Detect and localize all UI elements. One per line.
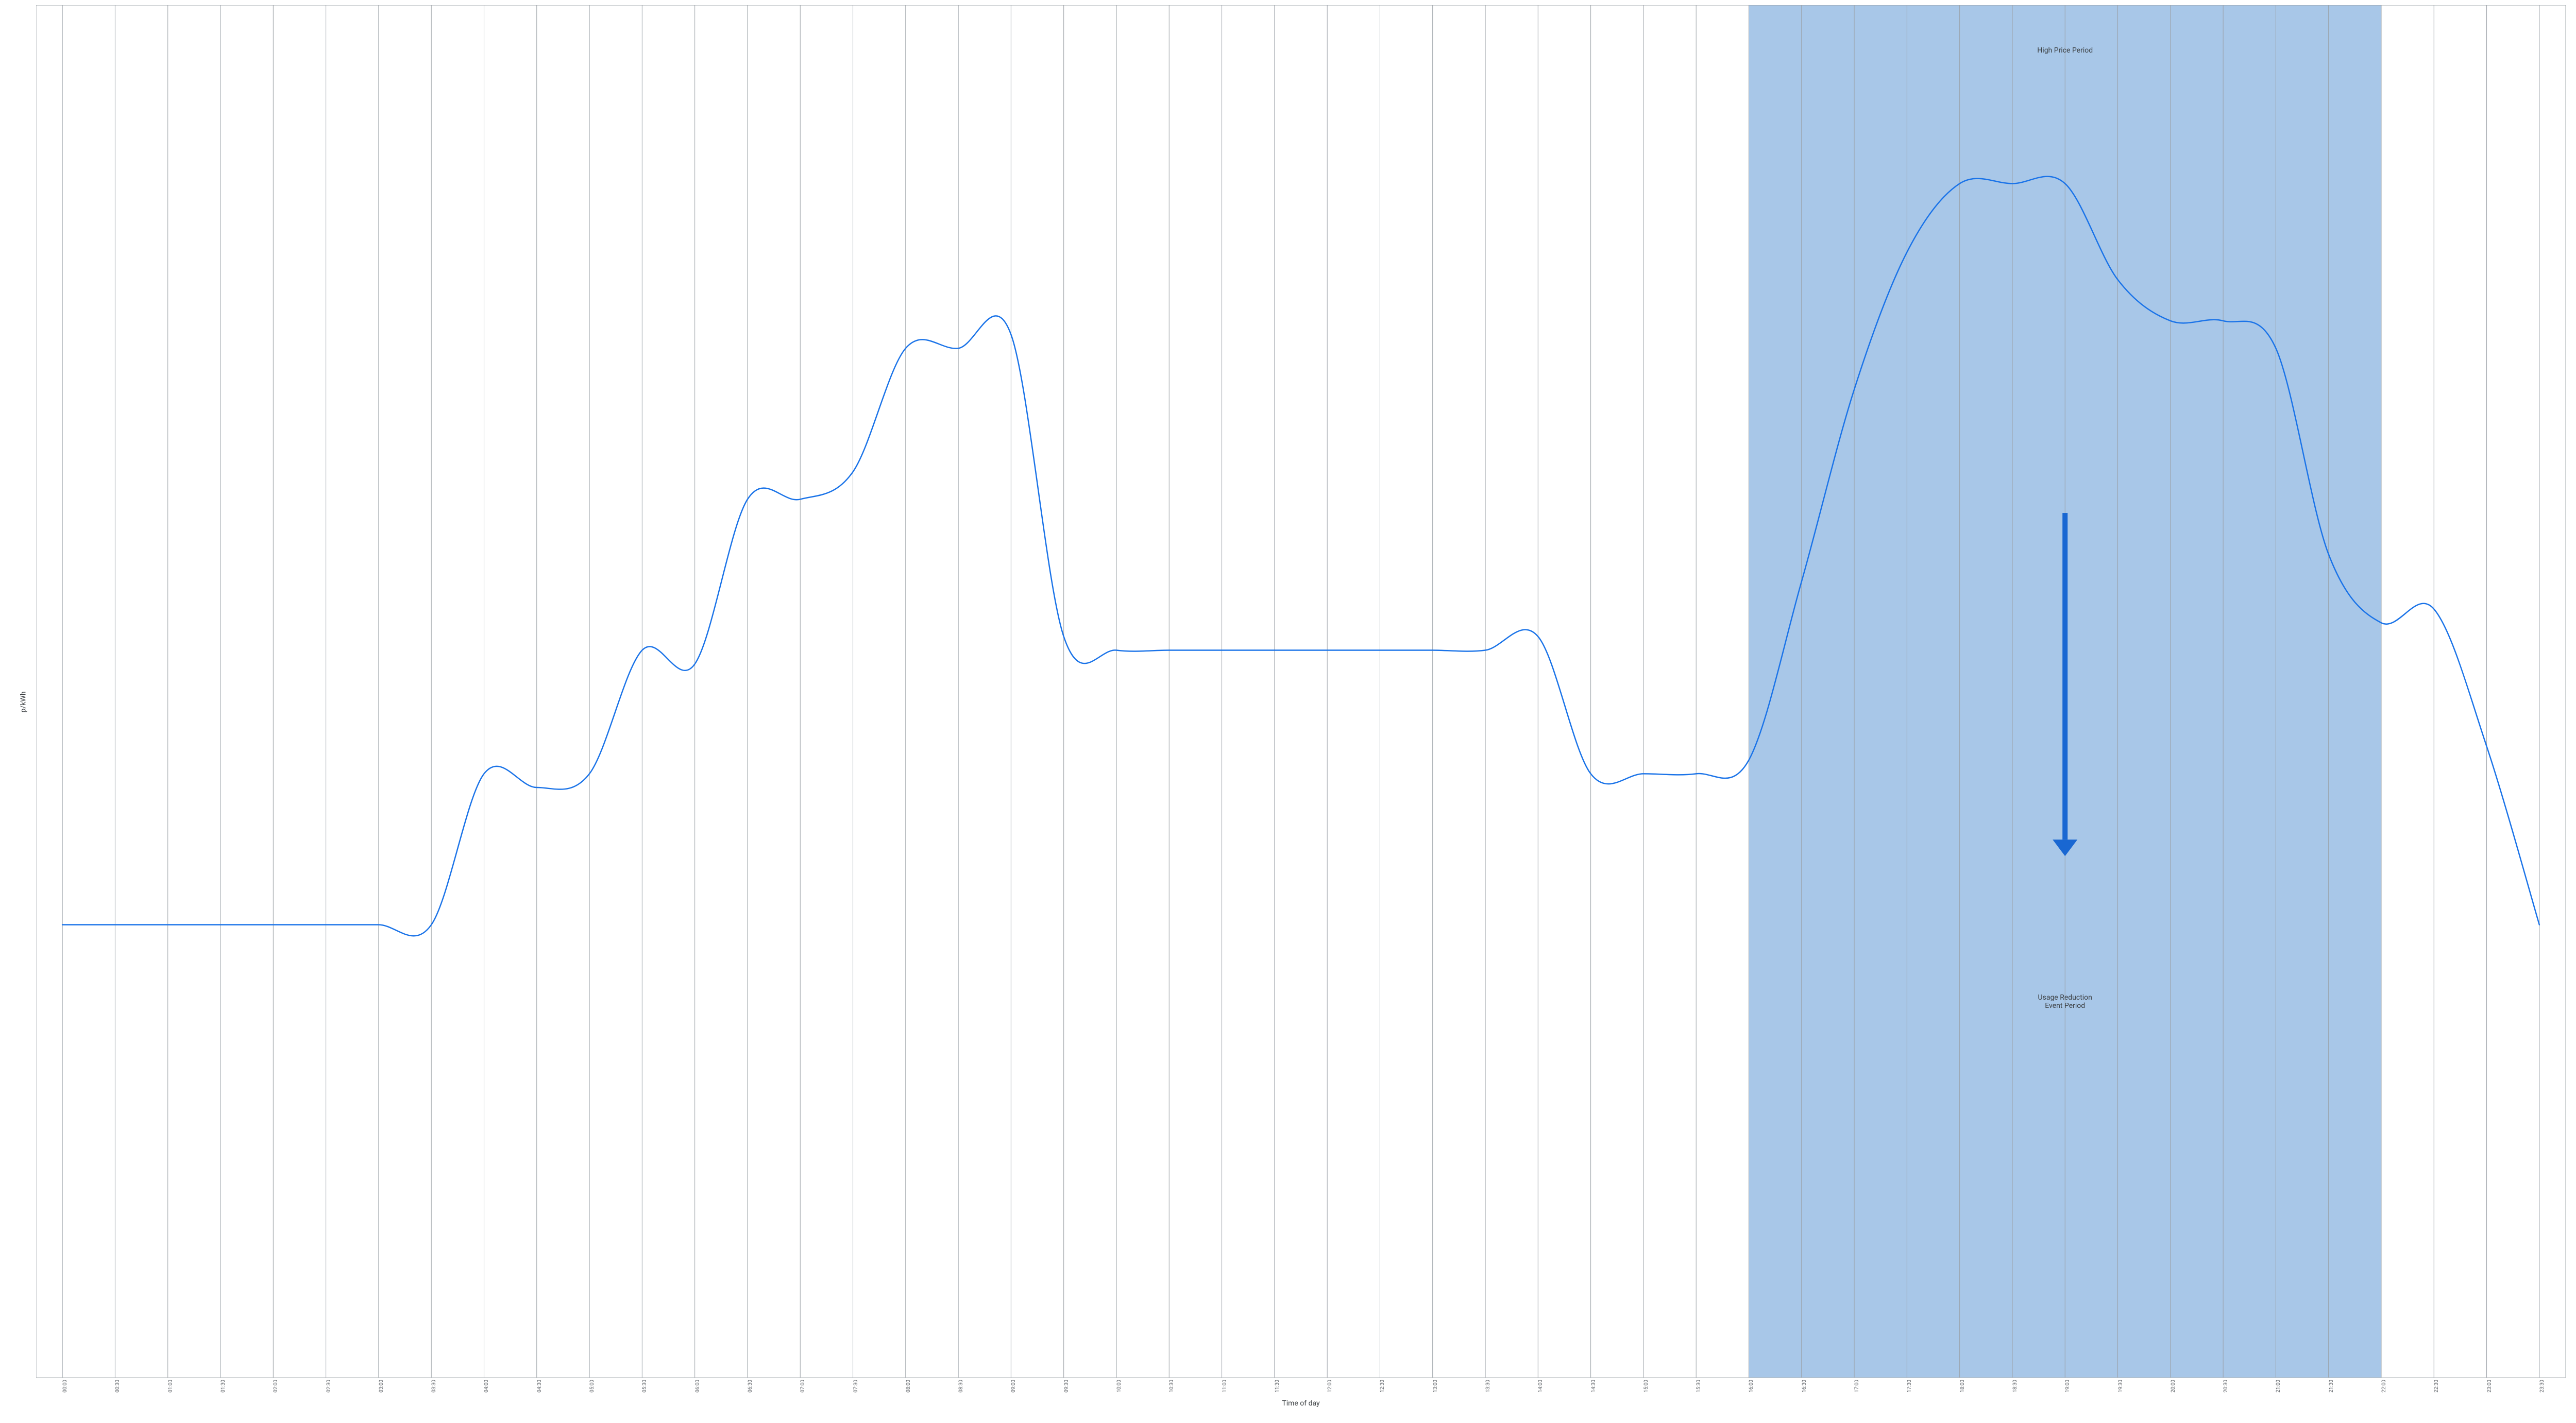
x-tick-label: 15:30 [1696,1380,1702,1393]
x-tick-label: 23:30 [2539,1380,2545,1393]
y-axis-label: p/kWh [19,691,27,712]
x-tick-label: 15:00 [1643,1380,1649,1393]
x-tick-label: 00:30 [115,1380,121,1393]
x-tick-label: 01:30 [221,1380,226,1393]
x-tick-label: 11:30 [1275,1380,1280,1393]
x-tick-label: 19:30 [2118,1380,2124,1393]
x-tick-label: 14:00 [1538,1380,1544,1393]
x-tick-label: 09:00 [1011,1380,1016,1393]
x-tick-label: 05:00 [589,1380,595,1393]
x-tick-label: 14:30 [1591,1380,1597,1393]
x-tick-label: 22:00 [2381,1380,2387,1393]
x-axis-ticks: 00:00 00:30 01:00 01:30 02:00 02:30 03:00 03:30… [36,1378,2566,1398]
chart-row: p/kWh High Price Period Usage Reduction … [10,5,2566,1398]
x-tick-label: 19:00 [2065,1380,2071,1393]
plot-column: High Price Period Usage Reduction Event … [36,5,2566,1398]
x-tick-label: 07:30 [853,1380,859,1393]
x-tick-label: 20:30 [2223,1380,2229,1393]
x-tick-label: 13:00 [1433,1380,1438,1393]
x-tick-label: 16:00 [1749,1380,1754,1393]
y-axis-label-col: p/kWh [10,5,36,1398]
x-tick-label: 20:00 [2171,1380,2176,1393]
plot-svg [36,5,2566,1378]
x-tick-label: 00:00 [62,1380,68,1393]
x-tick-label: 04:30 [537,1380,543,1393]
x-tick-label: 18:00 [1960,1380,1965,1393]
x-tick-label: 07:00 [800,1380,806,1393]
x-tick-label: 06:00 [695,1380,701,1393]
x-tick-label: 21:00 [2276,1380,2281,1393]
x-tick-label: 05:30 [642,1380,648,1393]
x-tick-label: 21:30 [2329,1380,2334,1393]
x-tick-label: 22:30 [2434,1380,2439,1393]
x-tick-label: 10:00 [1116,1380,1122,1393]
x-tick-label: 18:30 [2012,1380,2018,1393]
x-tick-label: 12:30 [1380,1380,1385,1393]
x-tick-label: 04:00 [484,1380,489,1393]
x-tick-label: 12:00 [1327,1380,1333,1393]
x-tick-label: 08:00 [906,1380,911,1393]
x-tick-label: 01:00 [168,1380,174,1393]
x-tick-label: 08:30 [958,1380,964,1393]
x-tick-label: 13:30 [1485,1380,1491,1393]
x-tick-label: 17:30 [1907,1380,1912,1393]
x-tick-label: 06:30 [748,1380,753,1393]
x-tick-label: 09:30 [1064,1380,1070,1393]
plot-area: High Price Period Usage Reduction Event … [36,5,2566,1378]
x-tick-label: 16:30 [1802,1380,1807,1393]
x-tick-label: 03:30 [431,1380,437,1393]
price-chart: p/kWh High Price Period Usage Reduction … [0,0,2576,1423]
x-tick-label: 23:00 [2487,1380,2493,1393]
x-tick-label: 11:00 [1222,1380,1228,1393]
x-tick-label: 17:00 [1854,1380,1860,1393]
x-axis-label: Time of day [10,1398,2566,1408]
x-tick-label: 02:00 [273,1380,279,1393]
x-tick-label: 03:00 [379,1380,384,1393]
x-tick-label: 10:30 [1169,1380,1175,1393]
x-tick-label: 02:30 [326,1380,332,1393]
